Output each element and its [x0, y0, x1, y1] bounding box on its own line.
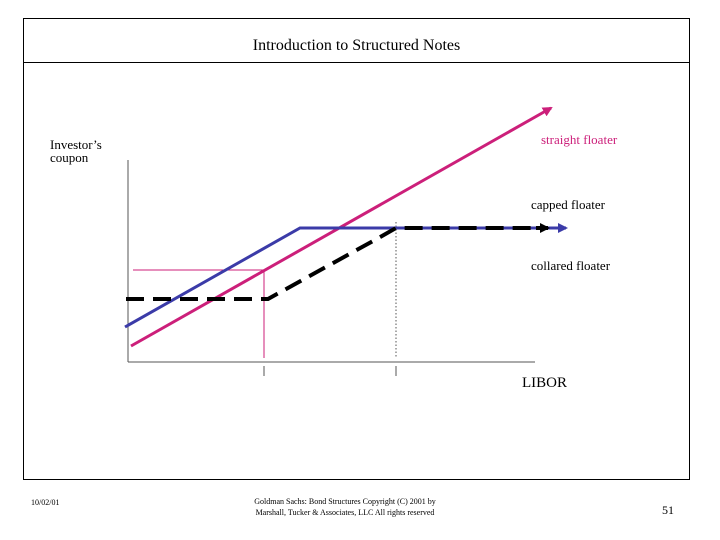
page-number: 51: [662, 503, 674, 517]
straight-floater-label: straight floater: [541, 132, 618, 147]
footer-date: 10/02/01: [31, 498, 60, 507]
collared-floater-line: [126, 226, 540, 301]
x-axis-label: LIBOR: [522, 375, 567, 391]
slide-frame: [23, 18, 690, 480]
slide-title: Introduction to Structured Notes: [252, 37, 461, 54]
y-axis-label: Investor’s coupon: [50, 137, 102, 165]
footer-copyright: Goldman Sachs: Bond Structures Copyright…: [254, 497, 436, 517]
capped-floater-line: [124, 223, 568, 329]
collared-floater-label: collared floater: [531, 258, 611, 273]
title-divider: [23, 62, 690, 63]
capped-floater-label: capped floater: [531, 197, 605, 212]
